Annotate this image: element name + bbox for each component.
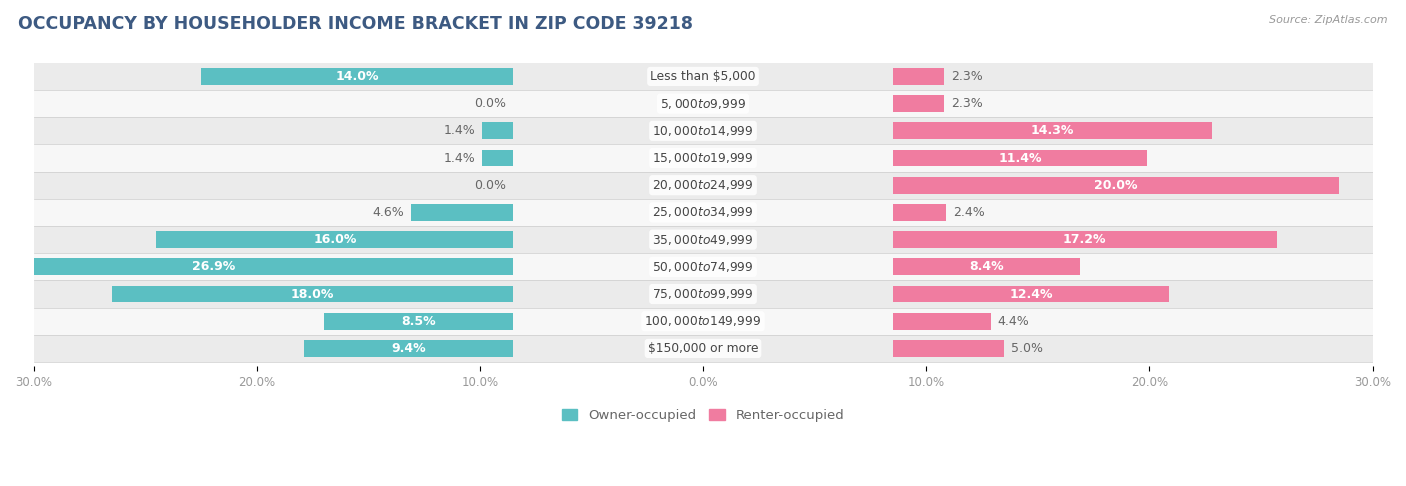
Text: $15,000 to $19,999: $15,000 to $19,999 <box>652 151 754 165</box>
Bar <box>893 95 943 112</box>
Legend: Owner-occupied, Renter-occupied: Owner-occupied, Renter-occupied <box>557 403 849 427</box>
Bar <box>323 313 513 330</box>
Bar <box>893 259 1080 275</box>
Bar <box>893 286 1170 302</box>
Bar <box>34 117 1372 144</box>
Bar <box>893 68 943 85</box>
Bar <box>893 313 991 330</box>
Text: 2.4%: 2.4% <box>953 206 984 219</box>
Bar <box>304 340 513 357</box>
Text: 8.5%: 8.5% <box>401 315 436 328</box>
Bar <box>482 150 513 167</box>
Bar <box>34 90 1372 117</box>
Text: 11.4%: 11.4% <box>998 152 1042 165</box>
Text: 1.4%: 1.4% <box>444 152 475 165</box>
Text: $50,000 to $74,999: $50,000 to $74,999 <box>652 260 754 274</box>
Bar <box>893 231 1277 248</box>
Text: 16.0%: 16.0% <box>314 233 357 246</box>
Text: 0.0%: 0.0% <box>475 97 506 110</box>
Text: 14.0%: 14.0% <box>336 70 378 83</box>
Text: $150,000 or more: $150,000 or more <box>648 342 758 355</box>
Text: $100,000 to $149,999: $100,000 to $149,999 <box>644 314 762 328</box>
Text: 5.0%: 5.0% <box>1011 342 1043 355</box>
Bar <box>411 204 513 221</box>
Bar <box>893 340 1004 357</box>
Text: $75,000 to $99,999: $75,000 to $99,999 <box>652 287 754 301</box>
Bar <box>34 199 1372 226</box>
Text: 1.4%: 1.4% <box>444 124 475 138</box>
Text: $10,000 to $14,999: $10,000 to $14,999 <box>652 124 754 138</box>
Bar <box>111 286 513 302</box>
Text: 17.2%: 17.2% <box>1063 233 1107 246</box>
Bar <box>34 226 1372 253</box>
Text: 2.3%: 2.3% <box>950 97 983 110</box>
Bar <box>34 308 1372 335</box>
Text: Less than $5,000: Less than $5,000 <box>650 70 756 83</box>
Text: 14.3%: 14.3% <box>1031 124 1074 138</box>
Text: 9.4%: 9.4% <box>391 342 426 355</box>
Bar <box>34 335 1372 362</box>
Bar <box>0 259 513 275</box>
Text: 26.9%: 26.9% <box>191 260 235 273</box>
Text: 8.4%: 8.4% <box>969 260 1004 273</box>
Bar <box>893 122 1212 139</box>
Bar <box>34 253 1372 280</box>
Bar <box>34 172 1372 199</box>
Bar <box>893 150 1147 167</box>
Text: 4.4%: 4.4% <box>998 315 1029 328</box>
Text: 20.0%: 20.0% <box>1094 179 1137 191</box>
Text: 12.4%: 12.4% <box>1010 288 1053 300</box>
Bar <box>482 122 513 139</box>
Text: 4.6%: 4.6% <box>373 206 404 219</box>
Text: 2.3%: 2.3% <box>950 70 983 83</box>
Text: $25,000 to $34,999: $25,000 to $34,999 <box>652 206 754 219</box>
Bar <box>34 280 1372 308</box>
Bar <box>893 204 946 221</box>
Bar <box>201 68 513 85</box>
Text: OCCUPANCY BY HOUSEHOLDER INCOME BRACKET IN ZIP CODE 39218: OCCUPANCY BY HOUSEHOLDER INCOME BRACKET … <box>18 15 693 33</box>
Bar <box>34 144 1372 172</box>
Text: 0.0%: 0.0% <box>475 179 506 191</box>
Bar <box>156 231 513 248</box>
Bar <box>893 177 1339 193</box>
Text: $20,000 to $24,999: $20,000 to $24,999 <box>652 178 754 192</box>
Text: Source: ZipAtlas.com: Source: ZipAtlas.com <box>1270 15 1388 25</box>
Text: $5,000 to $9,999: $5,000 to $9,999 <box>659 97 747 111</box>
Bar <box>34 63 1372 90</box>
Text: $35,000 to $49,999: $35,000 to $49,999 <box>652 233 754 246</box>
Text: 18.0%: 18.0% <box>291 288 335 300</box>
